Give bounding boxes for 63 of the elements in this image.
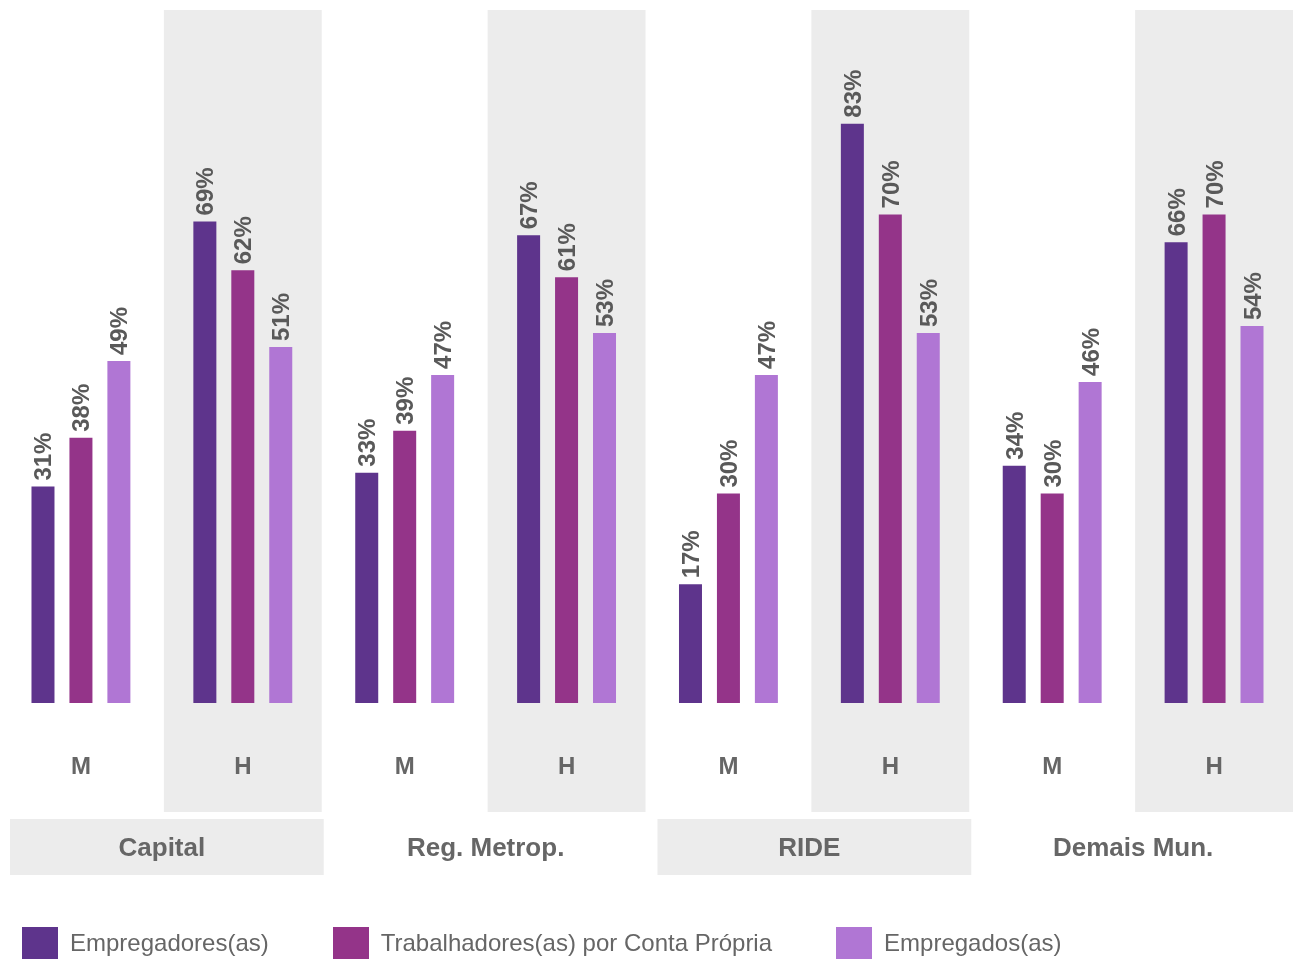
x-tick-label: H: [234, 751, 252, 779]
data-label: 47%: [752, 320, 780, 369]
data-label: 51%: [267, 292, 295, 342]
data-label: 53%: [914, 279, 942, 328]
x-tick-label: M: [1042, 751, 1063, 779]
bar: [231, 270, 255, 703]
bar: [916, 333, 940, 703]
bar: [555, 277, 579, 703]
data-label: 30%: [1038, 439, 1066, 488]
bar: [1040, 493, 1064, 703]
bar: [1002, 465, 1026, 703]
legend-label: Empregadores(as): [70, 929, 269, 957]
data-label: 39%: [391, 376, 419, 425]
text: RIDE: [778, 832, 841, 862]
data-label: 38%: [67, 383, 95, 432]
bar: [517, 235, 541, 703]
bar: [193, 221, 217, 703]
data-label: 31%: [29, 432, 57, 481]
data-label: 17%: [676, 530, 704, 579]
bar: [1202, 214, 1226, 703]
x-tick-label: M: [394, 751, 415, 779]
bar: [716, 493, 740, 703]
bar: [431, 374, 455, 703]
data-label: 33%: [353, 418, 381, 467]
bar: [840, 123, 864, 703]
data-label: 83%: [838, 69, 866, 118]
bar: [1240, 326, 1264, 703]
x-tick-label: H: [1205, 751, 1223, 779]
bar: [393, 430, 417, 703]
x-tick-label: H: [557, 751, 576, 779]
x-tick-label: H: [881, 751, 899, 779]
x-tick-label: M: [70, 751, 91, 779]
bar: [31, 486, 55, 703]
bar: [878, 214, 902, 703]
data-label: 69%: [191, 167, 219, 216]
data-label: 34%: [1000, 411, 1028, 460]
data-label: 49%: [105, 306, 133, 355]
bar: [1164, 242, 1188, 703]
bar: [69, 437, 93, 703]
data-label: 66%: [1162, 188, 1190, 237]
bar: [269, 347, 293, 703]
x-tick-label: M: [718, 751, 739, 779]
text: Demais Mun.: [1052, 832, 1214, 862]
data-label: 70%: [1200, 160, 1228, 209]
data-label: 46%: [1076, 327, 1104, 376]
bar: [1078, 381, 1102, 703]
bar: [107, 360, 131, 703]
bar: [754, 374, 778, 703]
bar: [678, 584, 702, 703]
data-label: 30%: [714, 439, 742, 488]
data-label: 61%: [553, 223, 581, 272]
data-label: 53%: [591, 279, 619, 328]
text: Capital: [118, 832, 206, 862]
data-label: 47%: [429, 320, 457, 369]
data-label: 67%: [515, 181, 543, 230]
bar: [593, 333, 617, 703]
legend-label: Trabalhadores(as) por Conta Própria: [380, 929, 773, 957]
data-label: 62%: [229, 216, 257, 265]
bar: [355, 472, 379, 703]
data-label: 54%: [1238, 272, 1266, 321]
data-label: 70%: [876, 160, 904, 209]
text: Reg. Metrop.: [406, 832, 565, 862]
legend-label: Empregados(as): [884, 929, 1062, 957]
